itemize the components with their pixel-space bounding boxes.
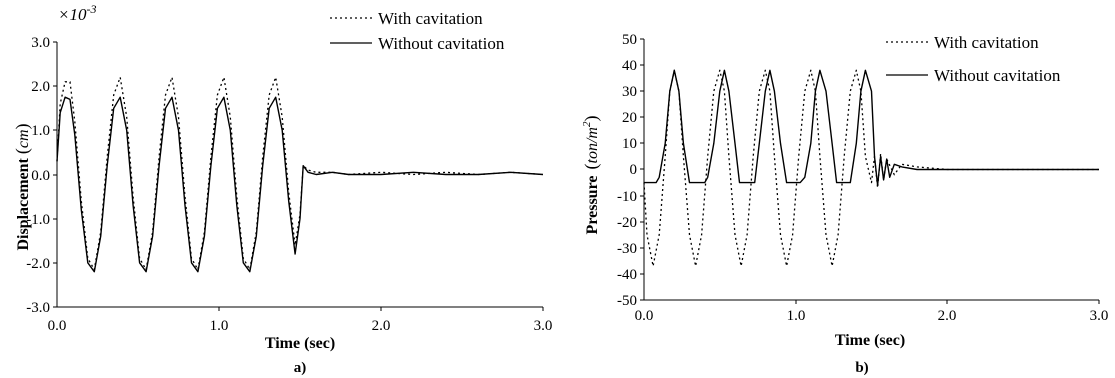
- panel-b-legend-label-with: With cavitation: [934, 33, 1039, 52]
- panel-a-x-ticks: 0.0 1.0 2.0 3.0: [48, 318, 553, 334]
- panel-b-x-label: Time (sec): [835, 332, 905, 349]
- panel-b-x-tick: 0.0: [635, 308, 654, 324]
- panel-b-legend-label-without: Without cavitation: [934, 66, 1061, 85]
- panel-a-y-label-unit: cm: [15, 129, 32, 148]
- panel-b-y-label-unit-exp: 2: [581, 121, 593, 127]
- panel-b-y-tick: -10: [617, 189, 637, 205]
- panel-a-series-without-cavitation: [56, 96, 544, 273]
- panel-a-y-tick: 3.0: [31, 35, 50, 51]
- panel-b-plot: [643, 69, 1099, 267]
- panel-a-x-label: Time (sec): [265, 335, 335, 352]
- panel-a-multiplier: ×10-3: [58, 2, 96, 24]
- panel-b-x-ticks: 0.0 1.0 2.0 3.0: [635, 308, 1109, 324]
- panel-b-panel-label: b): [855, 360, 868, 376]
- panel-b-y-tick: 0: [630, 162, 638, 178]
- panel-b-series-without-cavitation: [644, 69, 1099, 186]
- panel-b-y-tick: -50: [617, 293, 637, 309]
- panel-a-legend: With cavitation Without cavitation: [330, 9, 505, 53]
- panel-b-y-tick: -30: [617, 241, 637, 257]
- panel-b-y-label: Pressure(ton/m2): [581, 116, 602, 235]
- panel-a-y-ticks: 3.0 2.0 1.0 0.0 -1.0 -2.0 -3.0: [26, 35, 50, 316]
- panel-a-multiplier-exp: -3: [86, 2, 96, 16]
- panel-b-y-label-unit: ton/m: [584, 127, 601, 163]
- panel-a-y-tick: 2.0: [31, 79, 50, 95]
- panel-a-y-tick: -2.0: [26, 256, 50, 272]
- panel-a-legend-label-without: Without cavitation: [378, 34, 505, 53]
- panel-b-frame: [640, 38, 1100, 304]
- panel-b-x-tick: 2.0: [938, 308, 957, 324]
- panel-a-y-tick: 1.0: [31, 123, 50, 139]
- panel-b-y-ticks: 50 40 30 20 10 0 -10 -20 -30 -40 -50: [617, 32, 637, 309]
- panel-b-series-with-cavitation: [643, 69, 1099, 267]
- panel-a-multiplier-base: ×10: [58, 5, 87, 24]
- panel-b-x-tick: 3.0: [1090, 308, 1109, 324]
- panel-b-y-tick: 20: [622, 110, 637, 126]
- panel-b-y-tick: 30: [622, 84, 637, 100]
- panel-b-y-tick: 50: [622, 32, 637, 48]
- panel-b-y-tick: -40: [617, 267, 637, 283]
- panel-a: Displacement(cm) ×10-3 3.0 2.0 1.0 0.0 -…: [12, 2, 552, 376]
- svg-text:Displacement(cm): Displacement(cm): [12, 123, 33, 250]
- panel-b-y-tick: -20: [617, 215, 637, 231]
- panel-a-y-label-text: Displacement: [15, 157, 32, 250]
- panel-a-x-tick: 1.0: [210, 318, 229, 334]
- panel-a-y-tick: -1.0: [26, 212, 50, 228]
- panel-a-x-tick: 2.0: [372, 318, 391, 334]
- panel-b-y-tick: 10: [622, 136, 637, 152]
- panel-b: Pressure(ton/m2) 50 40 30 20 10 0 -10 -2…: [581, 32, 1108, 376]
- panel-b-legend: With cavitation Without cavitation: [886, 33, 1061, 85]
- panel-a-plot: [56, 76, 544, 273]
- panel-a-x-tick: 3.0: [534, 318, 553, 334]
- panel-b-x-tick: 1.0: [787, 308, 806, 324]
- panel-a-y-tick: -3.0: [26, 300, 50, 316]
- panel-a-frame: [53, 41, 544, 311]
- panel-b-y-label-text: Pressure: [584, 176, 601, 235]
- panel-a-x-tick: 0.0: [48, 318, 67, 334]
- panel-a-y-label: Displacement(cm): [12, 123, 33, 250]
- svg-text:×10-3: ×10-3: [58, 2, 96, 24]
- panel-b-y-tick: 40: [622, 58, 637, 74]
- svg-text:Pressure(ton/m2): Pressure(ton/m2): [581, 116, 602, 235]
- panel-a-legend-label-with: With cavitation: [378, 9, 483, 28]
- panel-a-y-tick: 0.0: [31, 168, 50, 184]
- panel-a-panel-label: a): [294, 360, 307, 376]
